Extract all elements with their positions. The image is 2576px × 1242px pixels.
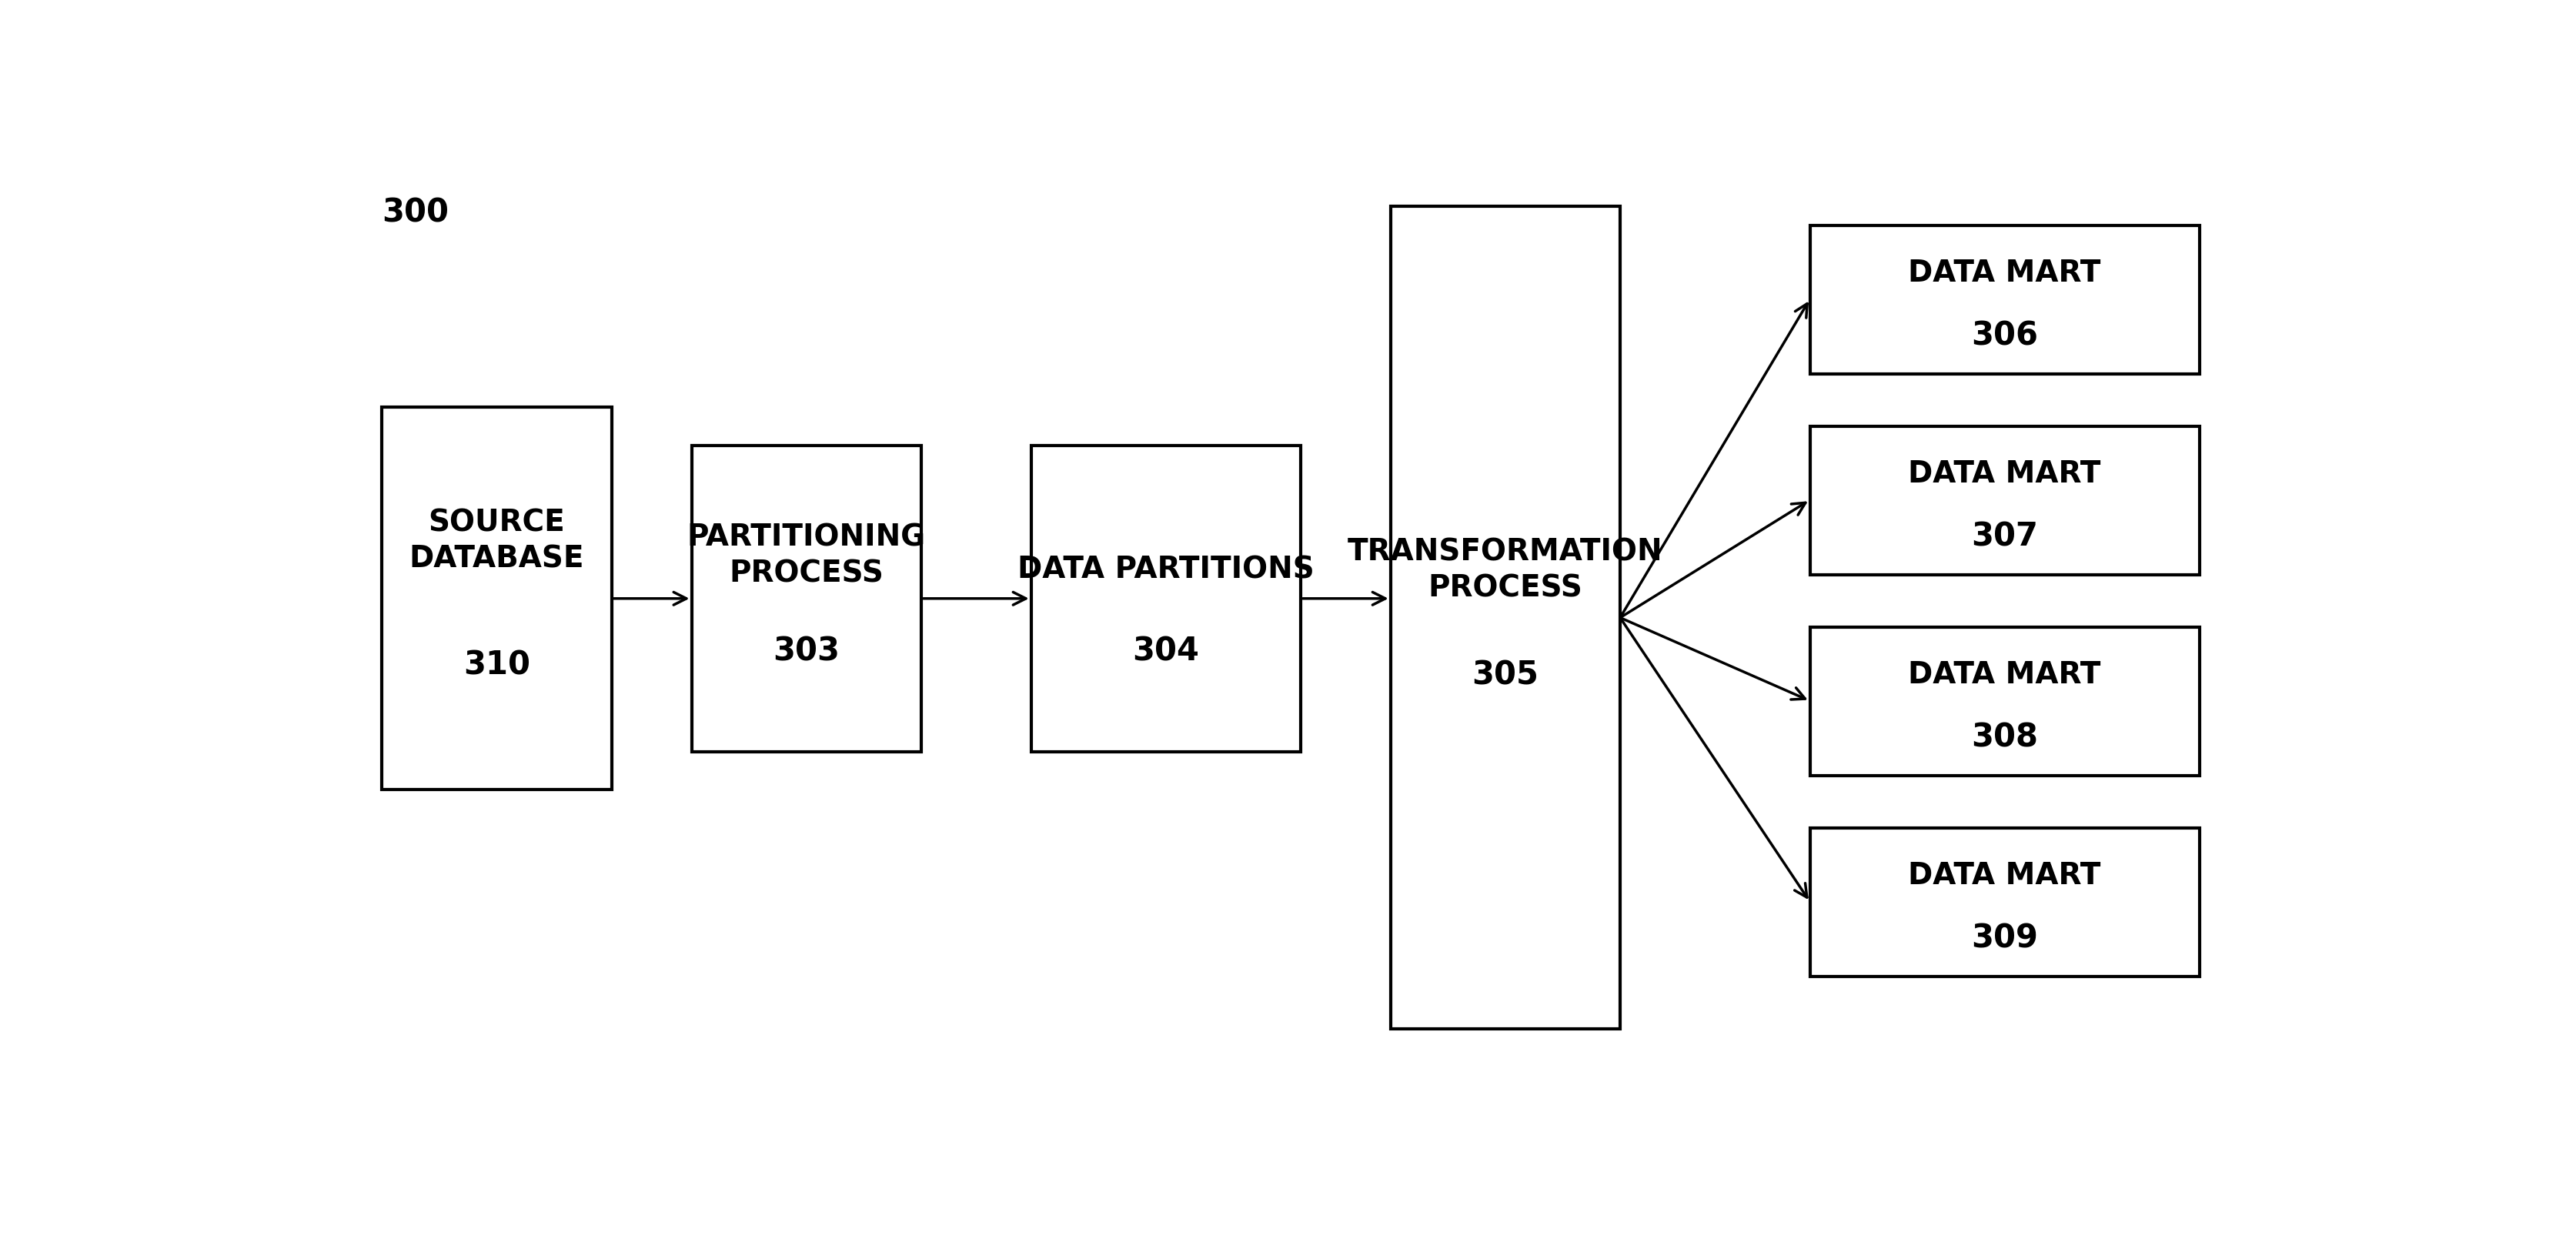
Text: 306: 306 — [1971, 320, 2038, 353]
Text: DATA PARTITIONS: DATA PARTITIONS — [1018, 555, 1314, 585]
Text: DATA MART: DATA MART — [1909, 861, 2099, 891]
Text: 304: 304 — [1131, 635, 1198, 667]
FancyBboxPatch shape — [381, 407, 611, 790]
Text: 309: 309 — [1971, 923, 2038, 955]
Text: TRANSFORMATION
PROCESS: TRANSFORMATION PROCESS — [1347, 537, 1662, 602]
FancyBboxPatch shape — [1808, 627, 2197, 775]
Text: DATA MART: DATA MART — [1909, 660, 2099, 689]
Text: PARTITIONING
PROCESS: PARTITIONING PROCESS — [688, 523, 925, 589]
FancyBboxPatch shape — [1030, 446, 1301, 751]
FancyBboxPatch shape — [1808, 226, 2197, 374]
Text: 308: 308 — [1971, 722, 2038, 754]
FancyBboxPatch shape — [690, 446, 922, 751]
Text: 300: 300 — [381, 197, 448, 230]
Text: SOURCE
DATABASE: SOURCE DATABASE — [410, 508, 585, 574]
Text: DATA MART: DATA MART — [1909, 460, 2099, 488]
Text: 310: 310 — [464, 650, 531, 682]
Text: DATA MART: DATA MART — [1909, 258, 2099, 287]
FancyBboxPatch shape — [1808, 828, 2197, 976]
Text: 303: 303 — [773, 635, 840, 667]
Text: 307: 307 — [1971, 520, 2038, 553]
FancyBboxPatch shape — [1391, 206, 1620, 1028]
FancyBboxPatch shape — [1808, 426, 2197, 575]
Text: 305: 305 — [1471, 658, 1538, 692]
